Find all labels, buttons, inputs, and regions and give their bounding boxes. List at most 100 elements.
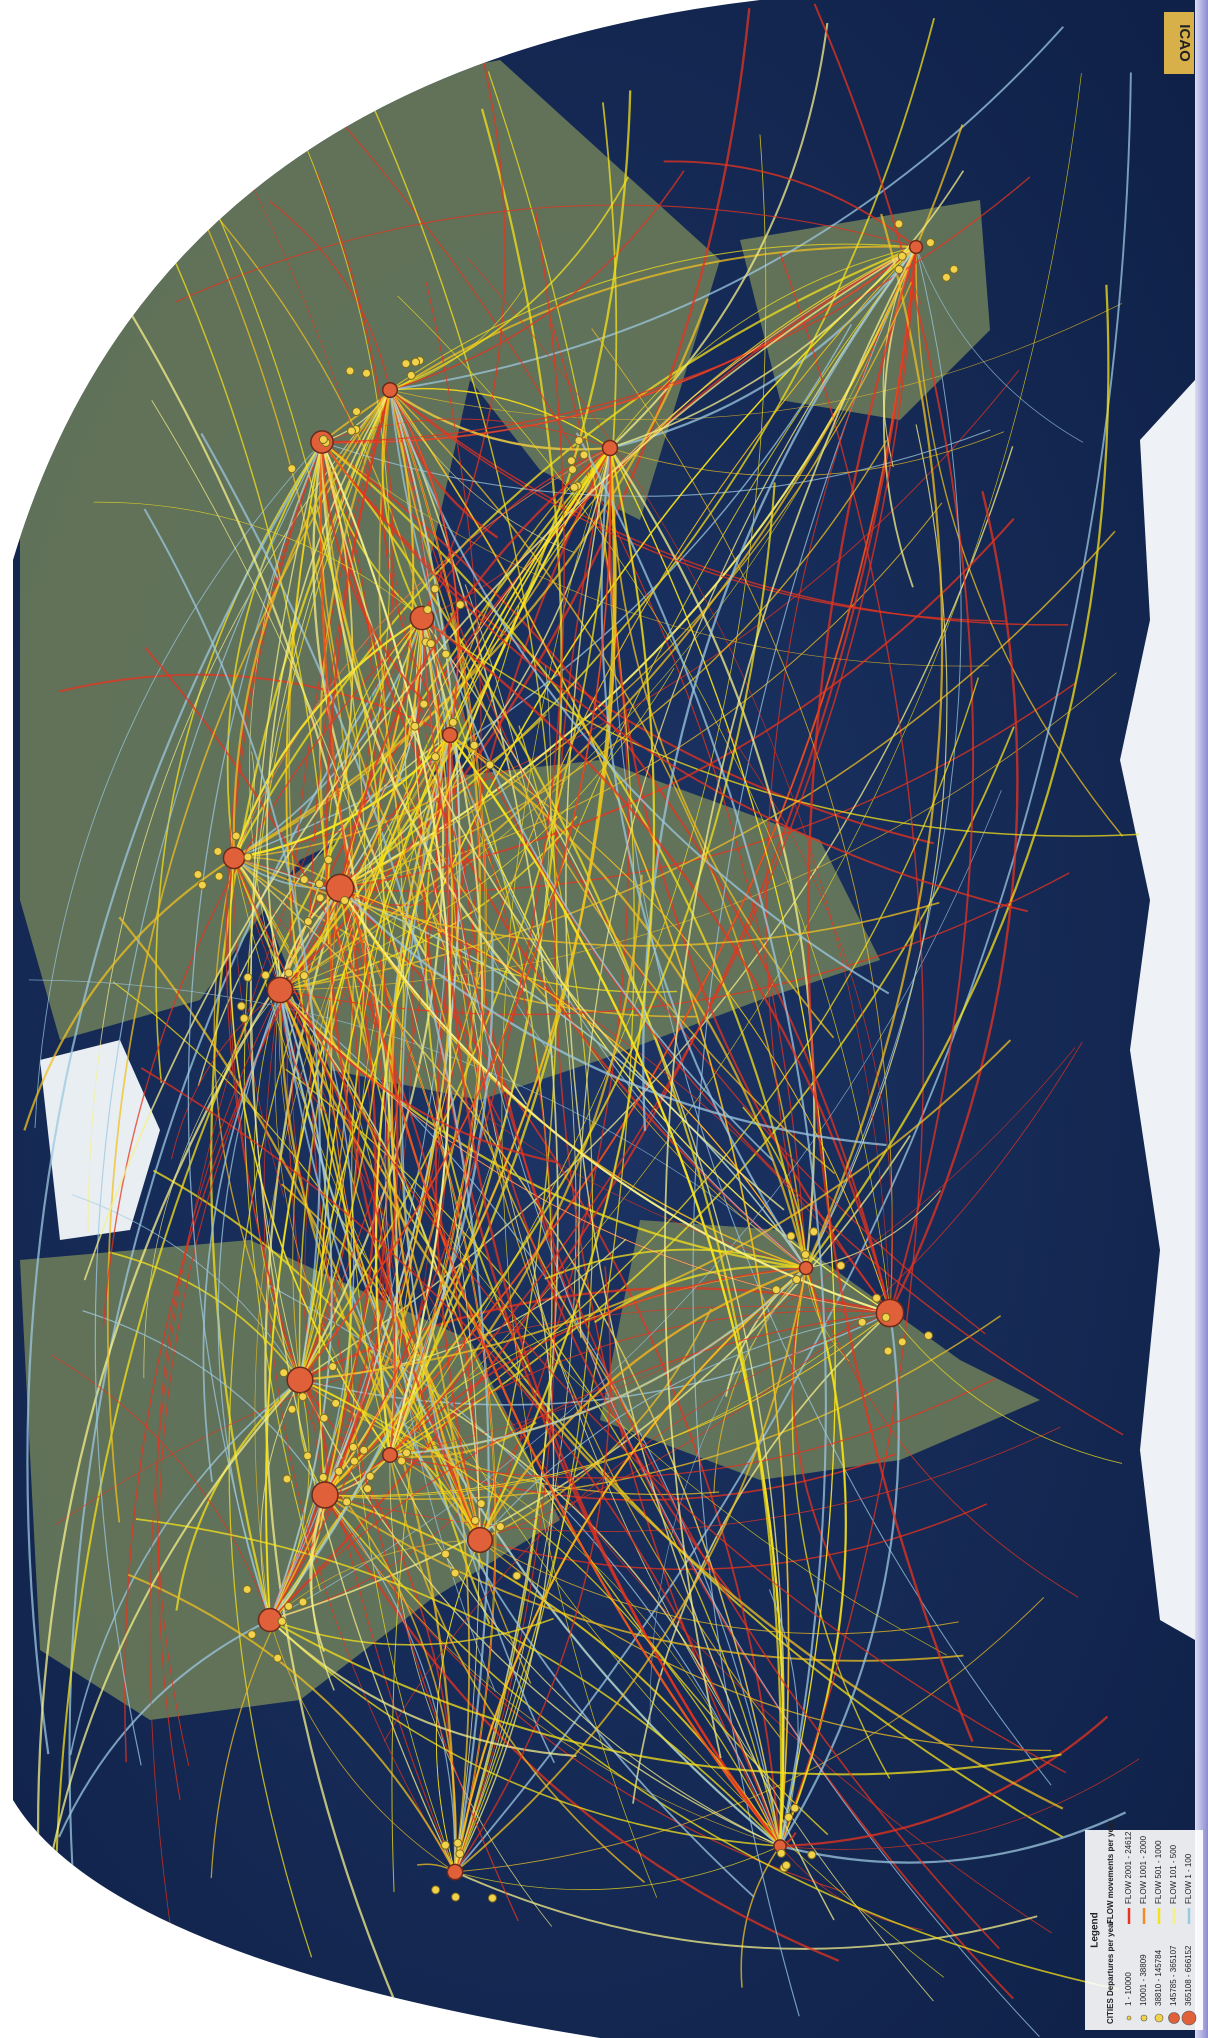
airport	[284, 1601, 294, 1611]
airport	[470, 1515, 480, 1525]
flow-line	[72, 1194, 301, 1381]
flow-line	[389, 1454, 781, 1847]
flow-line	[281, 1183, 481, 1541]
airport	[440, 1840, 450, 1850]
flow-line	[299, 102, 618, 1381]
airport	[423, 605, 433, 615]
flow-line	[51, 1354, 271, 1621]
cities-title: CITIES Departures per year	[1106, 1920, 1115, 2024]
airport	[925, 238, 935, 248]
flow-line	[915, 246, 1124, 837]
logo-box	[1164, 12, 1194, 74]
page-edge	[1195, 0, 1208, 2038]
hub	[446, 1863, 464, 1881]
flow-line	[279, 124, 964, 991]
flow-line	[233, 751, 255, 859]
flow-line	[321, 441, 808, 1269]
airport	[451, 1892, 461, 1902]
flow-line	[23, 857, 235, 1131]
hub	[266, 976, 294, 1004]
flow-line	[149, 617, 423, 2024]
airport	[397, 1456, 407, 1466]
airport	[323, 855, 333, 865]
flow-line	[593, 1265, 807, 1324]
flow-line	[479, 1539, 959, 1635]
flow-line	[445, 734, 781, 1847]
airport	[441, 1549, 451, 1559]
airport	[786, 1231, 796, 1241]
flow-line	[454, 1871, 1038, 1950]
flow-line	[292, 734, 451, 1381]
legend-item: FLOW 101 - 500	[1169, 1844, 1178, 1904]
airport	[430, 752, 440, 762]
airport	[894, 265, 904, 275]
flow-line	[449, 734, 785, 1847]
flow-line	[300, 134, 391, 889]
airport-hubs	[193, 219, 959, 1903]
hub	[908, 239, 924, 255]
flow-line	[389, 874, 643, 1456]
flow-line	[135, 1518, 781, 1847]
flow-line	[157, 887, 341, 1801]
flow-line	[389, 389, 611, 451]
flow-line	[83, 246, 917, 1281]
hub	[441, 726, 459, 744]
flow-line	[269, 389, 450, 1621]
flow-line	[309, 1494, 326, 1652]
flow-line	[320, 441, 527, 993]
flow-line	[253, 189, 447, 1456]
flow-line	[324, 482, 776, 1496]
flow-line	[805, 424, 948, 1269]
airport	[287, 1404, 297, 1414]
airport	[282, 1474, 292, 1484]
hub	[601, 439, 619, 457]
flow-line	[143, 508, 321, 1381]
flow-line	[804, 213, 944, 1269]
flow-line	[544, 1248, 807, 1280]
airport	[334, 1466, 344, 1476]
airport	[243, 972, 253, 982]
flow-line	[187, 441, 323, 1621]
airport	[243, 852, 253, 862]
hub	[222, 846, 246, 870]
flow-line	[299, 246, 917, 1381]
flow-line	[424, 734, 531, 1373]
flow-line	[779, 1811, 1127, 1864]
airport	[197, 880, 207, 890]
eurasia	[20, 60, 720, 1040]
flow-line	[805, 1267, 1079, 1598]
flow-line	[263, 989, 456, 1873]
flow-line	[807, 246, 974, 1743]
flow-line	[269, 1539, 481, 1621]
flow-line	[140, 1067, 781, 1847]
airport	[318, 435, 328, 445]
flow-line	[175, 204, 917, 303]
airport	[411, 357, 421, 367]
hub	[381, 381, 399, 399]
flow-line	[389, 176, 629, 391]
flow-line	[389, 389, 574, 553]
flow-line	[454, 1266, 612, 1873]
airport	[455, 600, 465, 610]
flow-line	[269, 1494, 326, 1621]
flow-line	[454, 1267, 807, 1873]
airport	[771, 1285, 781, 1295]
airport	[897, 1337, 907, 1347]
flow-line	[269, 1619, 1062, 1776]
airport	[406, 370, 416, 380]
airport	[448, 717, 458, 727]
airport	[883, 1346, 893, 1356]
flow-line	[232, 617, 423, 859]
flow-line	[805, 1190, 941, 1269]
airport	[401, 359, 411, 369]
flow-line	[102, 617, 423, 1327]
flow-line	[279, 667, 675, 991]
flow-line	[207, 192, 367, 1381]
airport	[495, 1522, 505, 1532]
city-size-symbol	[1168, 2012, 1180, 2024]
flow-line	[268, 887, 377, 1621]
flow-line	[279, 989, 891, 1314]
airport	[836, 1261, 846, 1271]
flow-line	[269, 1617, 554, 1646]
